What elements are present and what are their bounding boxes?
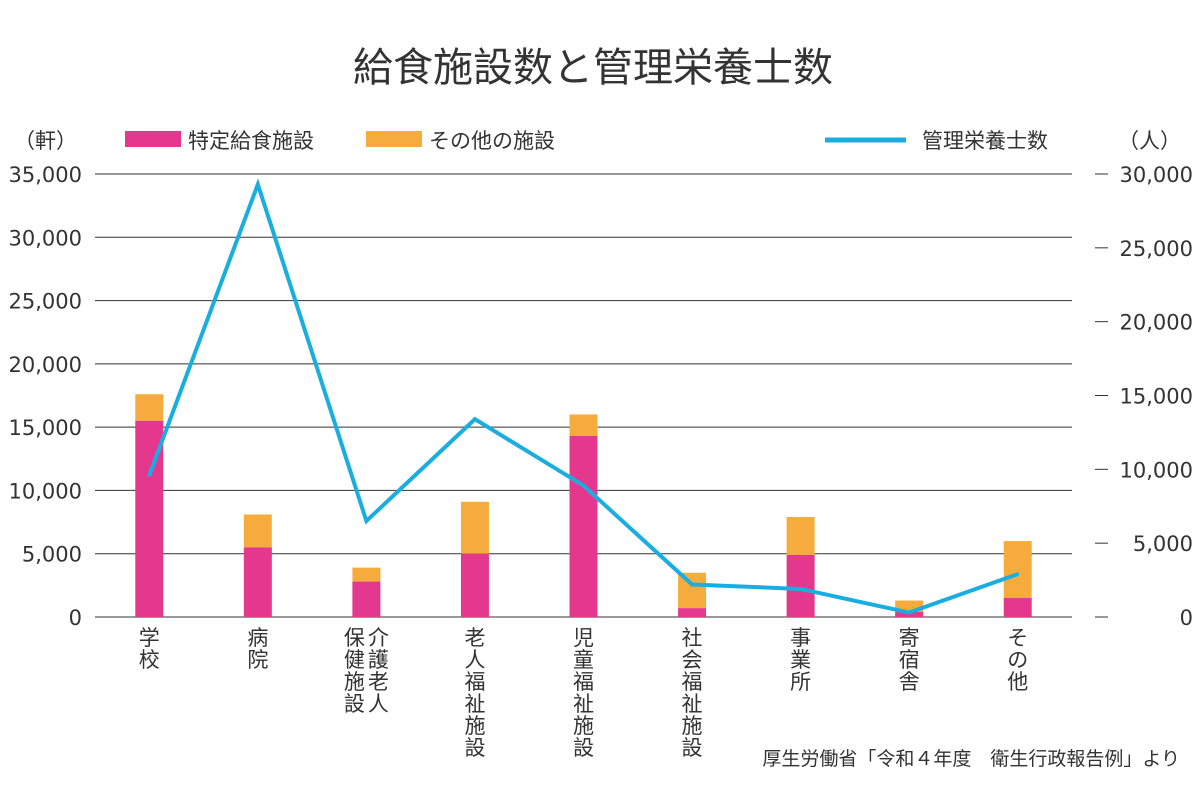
manager-line-layer — [147, 178, 1020, 615]
category-label-char: 人 — [368, 692, 389, 716]
category-label-char: 設 — [344, 692, 365, 716]
legend-label-specific: 特定給食施設 — [188, 129, 314, 153]
category-label-char: 校 — [139, 648, 160, 672]
category-label-char: そ — [1007, 626, 1028, 650]
category-label-char: 院 — [247, 648, 268, 672]
legend-label-other: その他の施設 — [429, 129, 555, 153]
category-label-char: 人 — [464, 648, 485, 672]
left-tick-label: 25,000 — [9, 290, 82, 314]
legend-swatch-specific — [125, 131, 181, 147]
bars — [135, 394, 1032, 617]
left-tick-label: 20,000 — [9, 353, 82, 377]
category-label-char: 所 — [790, 670, 811, 694]
right-axis-ticks: 30,000 25,000 20,000 15,000 10,000 5,000 0 — [1095, 163, 1193, 630]
manager-point — [907, 611, 911, 615]
right-tick-label: 10,000 — [1120, 458, 1193, 482]
left-tick-label: 15,000 — [9, 416, 82, 440]
bar-other — [135, 394, 164, 421]
category-label-char: の — [1007, 648, 1028, 672]
category-label-char: 保 — [344, 626, 365, 650]
category-label-char: 業 — [790, 648, 811, 672]
bar-specific — [786, 554, 815, 617]
category-label-char: 設 — [682, 736, 703, 760]
right-tick-label: 20,000 — [1120, 311, 1193, 335]
bar-other — [569, 414, 598, 437]
bar-specific — [569, 436, 598, 617]
left-tick-label: 35,000 — [9, 163, 82, 187]
category-label-char: 施 — [682, 714, 703, 738]
category-label-char: 童 — [573, 648, 594, 672]
category-label-char: 祉 — [573, 692, 594, 716]
bar-other — [352, 567, 381, 582]
category-label-char: 施 — [344, 670, 365, 694]
left-tick-label: 0 — [69, 606, 82, 630]
chart-title: 給食施設数と管理栄養士数 — [353, 45, 833, 91]
category-label-char: 福 — [464, 670, 485, 694]
bar-specific — [678, 608, 707, 617]
manager-point — [1016, 572, 1020, 576]
manager-point — [582, 484, 585, 488]
category-label-char: 宿 — [899, 648, 920, 672]
left-axis-ticks: 35,000 30,000 25,000 20,000 15,000 10,000 5,00… — [9, 163, 82, 630]
bar-other — [460, 501, 489, 554]
bar-other — [243, 514, 272, 548]
category-label-char: 健 — [344, 648, 365, 672]
left-tick-label: 5,000 — [22, 543, 82, 567]
category-label-char: 設 — [573, 736, 594, 760]
source-note: 厚生労働省「令和４年度 衛生行政報告例」より — [762, 748, 1180, 770]
category-label-char: 設 — [464, 736, 485, 760]
category-label-char: 祉 — [682, 692, 703, 716]
category-label-char: 福 — [573, 670, 594, 694]
bar-specific — [243, 547, 272, 617]
left-tick-label: 10,000 — [9, 479, 82, 503]
right-tick-label: 25,000 — [1120, 237, 1193, 261]
category-label-char: 事 — [790, 626, 811, 650]
manager-point — [690, 583, 694, 587]
category-label-char: 会 — [682, 648, 703, 672]
category-label-char: 祉 — [464, 692, 485, 716]
right-tick-label: 0 — [1180, 606, 1193, 630]
legend: 特定給食施設 その他の施設 管理栄養士数 — [125, 129, 1048, 153]
category-label-char: 福 — [682, 670, 703, 694]
category-label-char: 舎 — [899, 670, 920, 694]
category-label-char: 老 — [464, 626, 485, 650]
category-label-char: 寄 — [899, 626, 920, 650]
right-tick-label: 15,000 — [1120, 385, 1193, 409]
category-label-char: 社 — [682, 626, 703, 650]
category-label-char: 護 — [368, 648, 389, 672]
category-label-char: 施 — [464, 714, 485, 738]
category-label-char: 学 — [139, 626, 160, 650]
category-label-char: 施 — [573, 714, 594, 738]
category-label-char: 他 — [1007, 670, 1028, 694]
manager-point — [256, 182, 260, 186]
bar-other — [1003, 541, 1032, 599]
category-label-char: 病 — [247, 626, 268, 650]
legend-label-line: 管理栄養士数 — [922, 129, 1048, 153]
bar-other — [895, 600, 924, 612]
right-tick-label: 5,000 — [1133, 532, 1193, 556]
manager-point — [364, 519, 368, 523]
bar-other — [786, 517, 815, 555]
legend-swatch-other — [366, 131, 422, 147]
manager-point — [473, 417, 477, 421]
category-label-char: 老 — [368, 670, 389, 694]
left-axis-unit: （軒） — [14, 129, 77, 153]
category-label-char: 児 — [573, 626, 594, 650]
bar-specific — [352, 581, 381, 617]
manager-point — [799, 587, 803, 591]
left-tick-label: 30,000 — [9, 226, 82, 250]
right-axis-unit: （人） — [1118, 129, 1181, 153]
bar-specific — [460, 553, 489, 617]
category-label-char: 介 — [368, 626, 389, 650]
bar-specific — [1003, 598, 1032, 617]
manager-point — [147, 473, 151, 477]
right-tick-label: 30,000 — [1120, 163, 1193, 187]
